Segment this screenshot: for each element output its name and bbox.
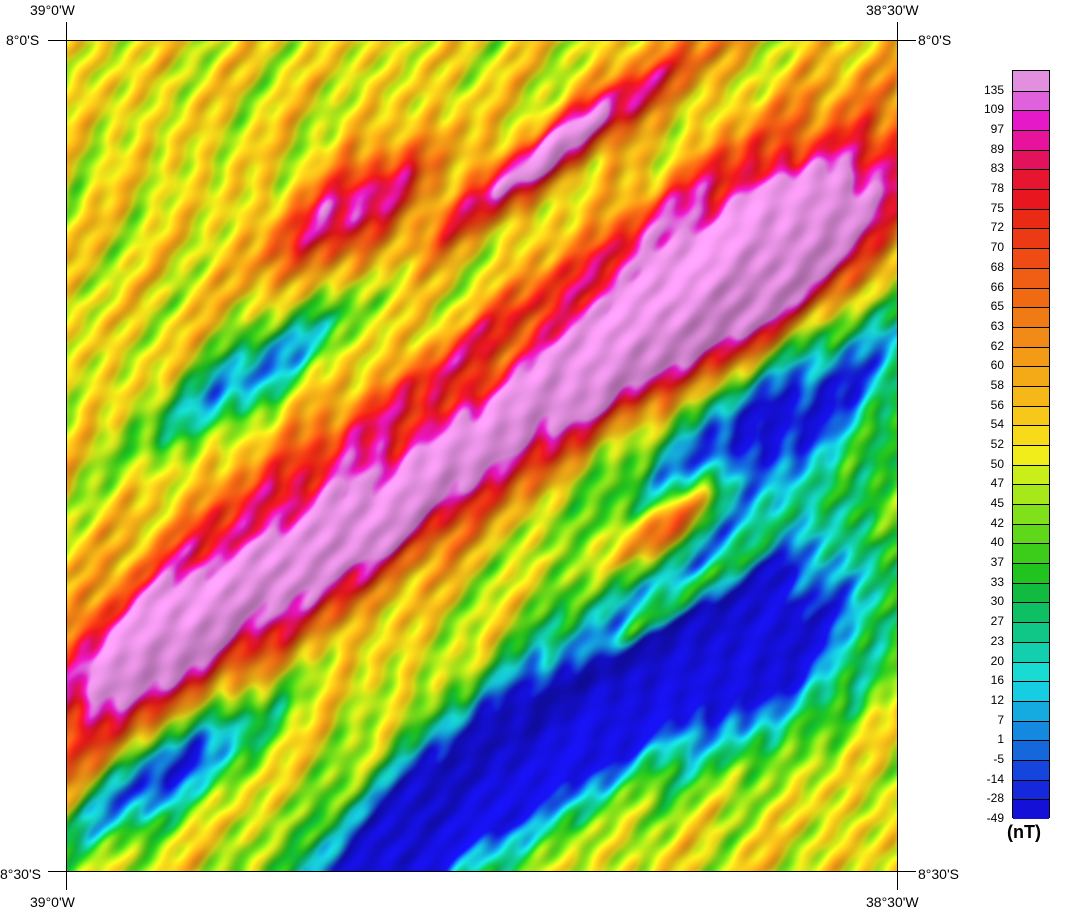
colorbar-label: 16	[990, 673, 1004, 688]
colorbar-label: 30	[990, 594, 1004, 609]
colorbar-label: 70	[990, 240, 1004, 255]
colorbar-label: 45	[990, 496, 1004, 511]
colorbar-cell	[1013, 346, 1049, 367]
colorbar-cell	[1013, 110, 1049, 131]
colorbar-cell	[1013, 484, 1049, 505]
colorbar-label: 7	[997, 712, 1004, 727]
colorbar-cell	[1013, 248, 1049, 268]
axis-tick	[898, 40, 916, 41]
colorbar-label: 62	[990, 338, 1004, 353]
colorbar-cell	[1013, 523, 1049, 544]
colorbar-cell	[1013, 720, 1049, 741]
colorbar-label: 52	[990, 437, 1004, 451]
colorbar-cell	[1013, 90, 1049, 111]
colorbar-label: 47	[990, 476, 1004, 491]
colorbar-cell	[1013, 326, 1049, 347]
colorbar-label: 135	[983, 82, 1004, 97]
colorbar-cell	[1013, 130, 1049, 150]
colorbar-cell	[1013, 385, 1049, 406]
colorbar-cell	[1013, 661, 1049, 682]
axis-tick	[48, 871, 66, 872]
colorbar-cell	[1013, 169, 1049, 190]
colorbar-cell	[1013, 602, 1049, 623]
colorbar-cell	[1013, 267, 1049, 288]
colorbar-label: 1	[997, 732, 1004, 747]
colorbar-cell	[1013, 504, 1049, 524]
colorbar-label: -28	[986, 791, 1004, 806]
colorbar-label: 83	[990, 161, 1004, 176]
colorbar-label: 63	[990, 318, 1004, 333]
colorbar-cell	[1013, 445, 1049, 465]
left-top-latitude-label: 8°0'S	[6, 32, 40, 48]
colorbar-cell	[1013, 681, 1049, 701]
anomaly-raster	[67, 41, 897, 871]
colorbar-cell	[1013, 71, 1049, 91]
colorbar-cell	[1013, 799, 1049, 819]
colorbar-label: 56	[990, 397, 1004, 412]
axis-tick	[897, 22, 898, 40]
colorbar-cell	[1013, 425, 1049, 445]
axis-tick	[48, 40, 66, 41]
top-left-longitude-label: 39°0'W	[30, 2, 75, 18]
left-bottom-latitude-label: 8°30'S	[0, 866, 41, 882]
right-top-latitude-label: 8°0'S	[918, 32, 952, 48]
colorbar-cell	[1013, 759, 1049, 780]
colorbar-label: 50	[990, 456, 1004, 471]
colorbar-label: 65	[990, 299, 1004, 314]
colorbar-cell	[1013, 149, 1049, 170]
colorbar-cell	[1013, 543, 1049, 564]
colorbar-label: 78	[990, 181, 1004, 196]
colorbar	[1012, 70, 1050, 819]
colorbar-cell	[1013, 700, 1049, 721]
top-right-longitude-label: 38°30'W	[866, 2, 919, 18]
right-bottom-latitude-label: 8°30'S	[918, 866, 959, 882]
colorbar-label: -14	[986, 771, 1004, 786]
bottom-right-longitude-label: 38°30'W	[866, 894, 919, 910]
colorbar-label: 66	[990, 279, 1004, 294]
colorbar-cell	[1013, 740, 1049, 760]
colorbar-label: 60	[990, 358, 1004, 373]
axis-tick	[66, 872, 67, 890]
colorbar-label: 54	[990, 417, 1004, 432]
colorbar-label: 109	[983, 102, 1004, 117]
colorbar-unit: (nT)	[1007, 822, 1041, 842]
bottom-left-longitude-label: 39°0'W	[30, 894, 75, 910]
axis-tick	[66, 22, 67, 40]
colorbar-cell	[1013, 287, 1049, 308]
colorbar-cell	[1013, 779, 1049, 800]
colorbar-label: 89	[990, 141, 1004, 156]
colorbar-label: -5	[993, 751, 1004, 766]
axis-tick	[897, 872, 898, 890]
colorbar-label: 58	[990, 377, 1004, 392]
colorbar-label: -49	[986, 811, 1004, 825]
colorbar-cell	[1013, 563, 1049, 583]
colorbar-label: 68	[990, 259, 1004, 274]
colorbar-cell	[1013, 582, 1049, 603]
colorbar-label: 33	[990, 574, 1004, 589]
colorbar-label: 20	[990, 653, 1004, 668]
colorbar-label: 23	[990, 633, 1004, 648]
colorbar-label: 40	[990, 535, 1004, 550]
axis-tick	[898, 871, 916, 872]
colorbar-cell	[1013, 307, 1049, 327]
colorbar-cell	[1013, 228, 1049, 249]
colorbar-label: 37	[990, 555, 1004, 570]
colorbar-cell	[1013, 622, 1049, 642]
colorbar-label: 12	[990, 692, 1004, 707]
colorbar-cell	[1013, 366, 1049, 386]
colorbar-label: 97	[990, 122, 1004, 137]
colorbar-cell	[1013, 641, 1049, 662]
magnetic-anomaly-map[interactable]	[66, 40, 898, 872]
colorbar-label: 72	[990, 220, 1004, 235]
colorbar-cell	[1013, 189, 1049, 209]
colorbar-cell	[1013, 208, 1049, 229]
colorbar-cell	[1013, 405, 1049, 426]
colorbar-label: 27	[990, 614, 1004, 629]
colorbar-label: 42	[990, 515, 1004, 530]
colorbar-cell	[1013, 464, 1049, 485]
colorbar-label: 75	[990, 200, 1004, 215]
